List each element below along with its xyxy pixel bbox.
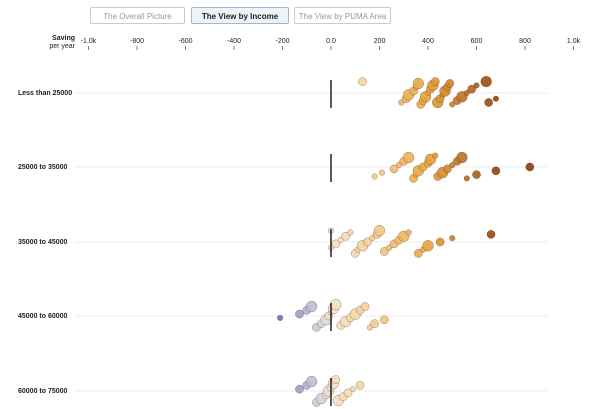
dot	[456, 151, 468, 164]
dot	[295, 384, 304, 394]
x-tick-label: -600	[178, 38, 192, 45]
dot	[330, 298, 342, 311]
dot	[380, 315, 389, 325]
dot	[378, 169, 385, 176]
dot	[331, 375, 341, 384]
dot	[347, 229, 354, 236]
dot	[349, 386, 356, 393]
dot	[432, 152, 439, 159]
dot	[371, 173, 378, 180]
dot	[430, 77, 440, 86]
dot	[341, 231, 350, 241]
x-tick-label: 200	[374, 38, 386, 45]
dot	[473, 82, 480, 89]
dot	[491, 166, 501, 176]
x-tick-label: 800	[519, 38, 531, 45]
dot	[525, 162, 535, 172]
tab[interactable]: The Overall Picture	[90, 7, 185, 24]
row-label: 35000 to 45000	[18, 239, 68, 246]
dot	[484, 98, 493, 107]
dot	[389, 164, 399, 174]
x-tick-label: 1.0k	[567, 38, 581, 45]
x-tick-label: -800	[130, 38, 144, 45]
dot	[412, 77, 424, 90]
tab[interactable]: The View by Income	[191, 7, 289, 24]
dot	[435, 237, 445, 247]
axis-sublabel: per year	[49, 43, 75, 50]
dot	[363, 237, 372, 247]
dot	[422, 240, 434, 252]
dot	[305, 300, 318, 313]
row-label: 60000 to 75000	[18, 388, 68, 395]
dot	[373, 224, 386, 237]
dot	[467, 84, 476, 94]
dot	[449, 235, 456, 242]
x-tick-label: -200	[275, 38, 289, 45]
dot	[360, 302, 370, 311]
dot	[463, 175, 470, 182]
dot	[370, 319, 379, 328]
dot	[472, 170, 481, 179]
dot	[480, 75, 492, 88]
dot	[380, 247, 389, 256]
dot	[277, 314, 284, 321]
dot	[343, 388, 353, 398]
dot	[405, 229, 412, 236]
x-tick-label: -1.0k	[81, 38, 97, 45]
tab[interactable]: The View by PUMA Area	[294, 7, 391, 24]
row-label: 25000 to 35000	[18, 164, 68, 171]
dot	[331, 239, 341, 249]
x-tick-label: 400	[422, 38, 434, 45]
row-label: Less than 25000	[18, 90, 72, 97]
axis-label: Saving	[52, 35, 75, 42]
dot	[355, 380, 365, 390]
dot	[486, 230, 496, 239]
dot	[305, 375, 318, 388]
x-tick-label: 0.0	[326, 38, 336, 45]
row-label: 45000 to 60000	[18, 313, 68, 320]
dot	[295, 309, 304, 319]
x-tick-label: 600	[471, 38, 483, 45]
dot	[402, 151, 415, 164]
dot	[413, 249, 423, 258]
dot	[443, 164, 452, 174]
x-tick-label: -400	[227, 38, 241, 45]
dot	[358, 77, 367, 86]
dot	[445, 79, 455, 88]
dot	[492, 95, 499, 102]
